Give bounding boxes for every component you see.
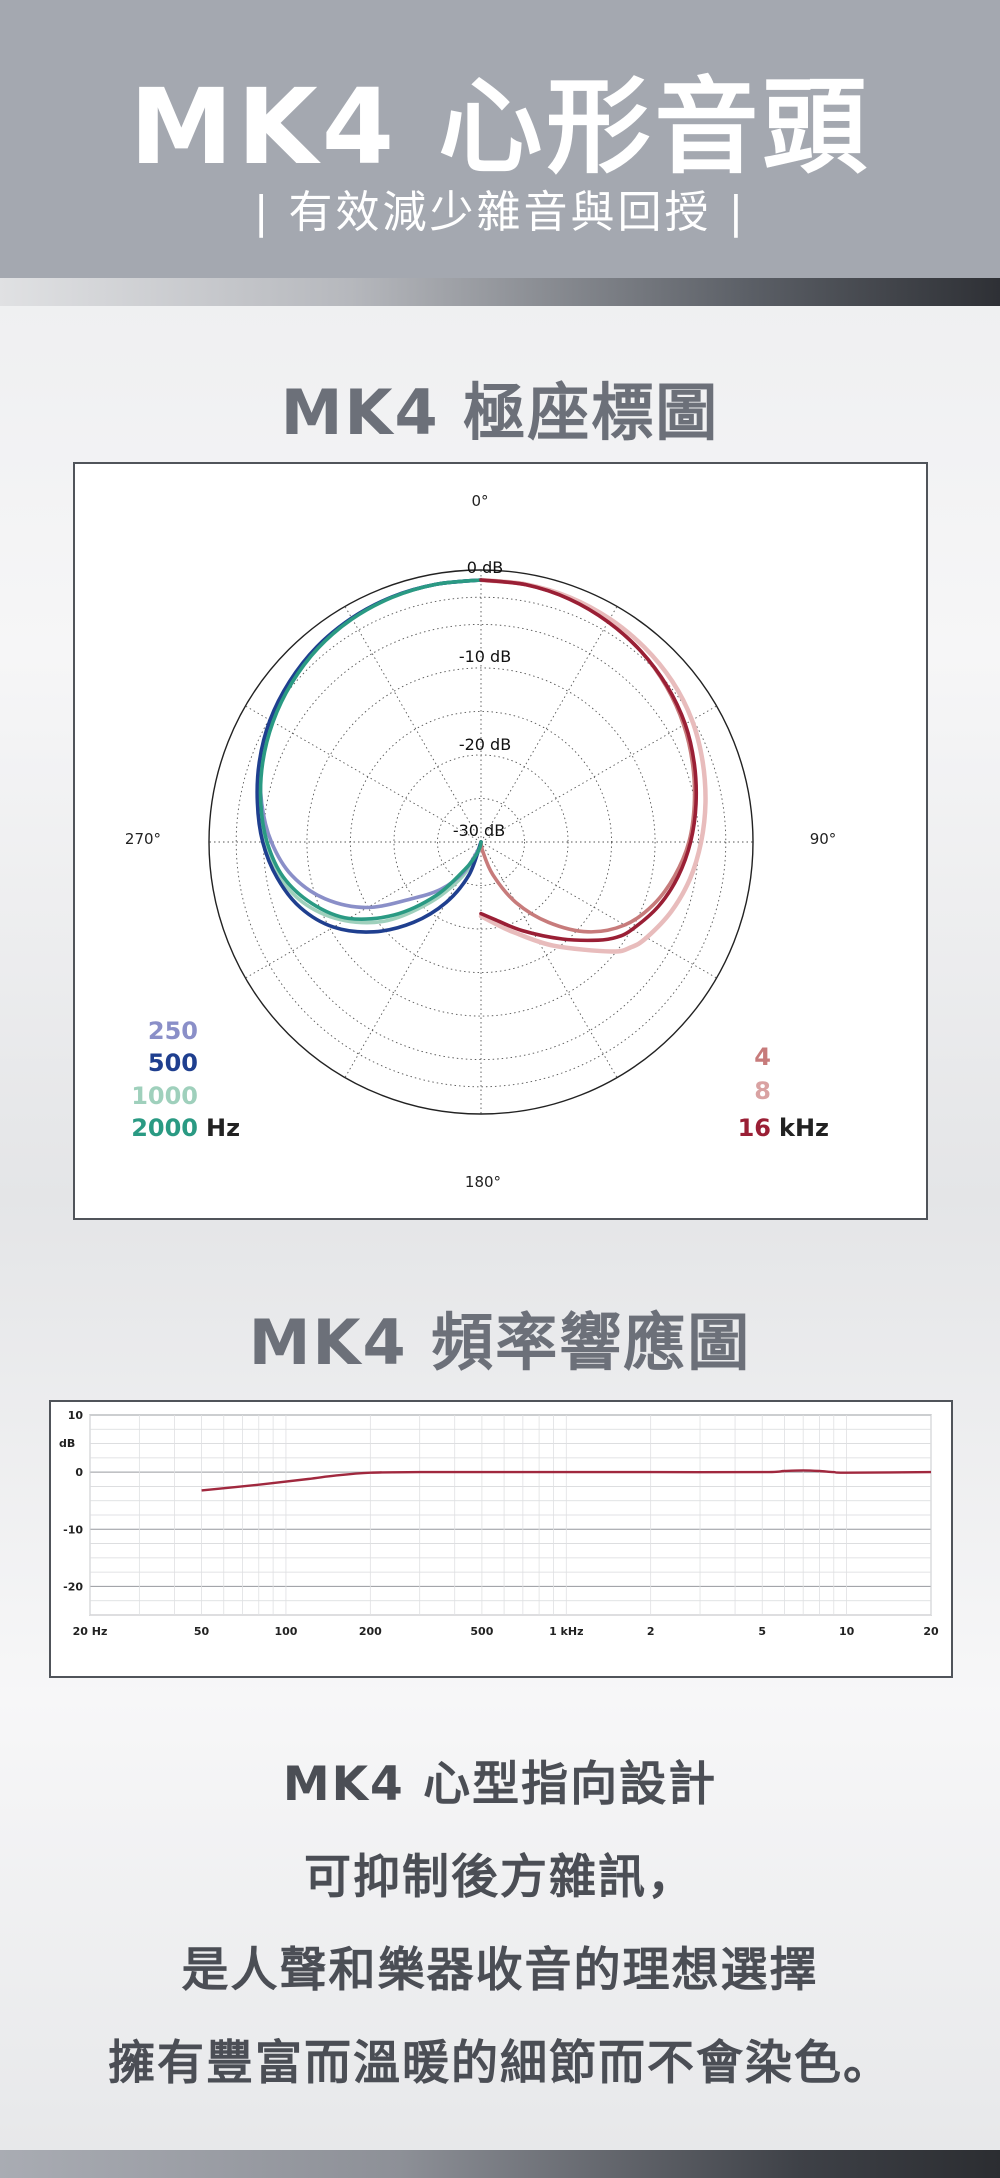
legend-2000: 2000 [131, 1114, 198, 1142]
freq-ylabel: dB [59, 1437, 75, 1450]
polar-series-1000 [257, 578, 483, 925]
freq-xtick-label: 10 [839, 1625, 855, 1638]
freq-xtick-label: 20 [923, 1625, 939, 1638]
polar-spoke [480, 841, 618, 1078]
angle-label-0: 0° [471, 492, 488, 510]
legend-hz-unit: Hz [206, 1114, 240, 1142]
radial-label-minus10db: -10 dB [459, 647, 511, 666]
freq-section-title: MK4 頻率響應圖 [248, 1306, 752, 1379]
freq-ytick-label: -10 [63, 1523, 83, 1536]
polar-outer-ring [208, 569, 754, 1115]
freq-xtick-label: 100 [274, 1625, 297, 1638]
freq-xtick-label: 200 [359, 1625, 382, 1638]
polar-ring [393, 754, 569, 930]
polar-section-title: MK4 極座標圖 [280, 376, 720, 449]
legend-khz-unit: kHz [779, 1114, 829, 1142]
legend-250: 250 [148, 1017, 198, 1045]
polar-ring [262, 623, 700, 1061]
polar-grid [208, 569, 754, 1115]
polar-series-group [255, 577, 708, 954]
polar-series-500 [255, 578, 483, 934]
legend-4k: 4 [754, 1043, 771, 1071]
freq-series-group [201, 1469, 932, 1492]
polar-series-2000 [258, 578, 483, 922]
polar-chart-panel: 0° 90° 180° 270° 0 dB -10 dB -20 dB -30 … [73, 462, 928, 1220]
polar-ring [306, 667, 656, 1017]
header-banner: MK4 心形音頭 | 有效減少雜音與回授 | [0, 0, 1000, 278]
caption-line-4: 擁有豐富而溫暖的細節而不會染色。 [108, 2036, 892, 2091]
polar-spoke [245, 841, 482, 979]
header-gradient-band [0, 278, 1000, 306]
angle-label-90: 90° [810, 830, 837, 848]
polar-spoke [480, 705, 717, 843]
caption-line-3: 是人聲和樂器收音的理想選擇 [181, 1943, 819, 1998]
radial-label-minus30db: -30 dB [453, 821, 505, 840]
footer-gradient-band [0, 2150, 1000, 2178]
polar-series-16 [479, 578, 699, 943]
freq-xtick-label: 1 kHz [549, 1625, 583, 1638]
legend-500: 500 [148, 1049, 198, 1077]
legend-8k: 8 [754, 1077, 771, 1105]
polar-spoke [344, 606, 482, 843]
freq-chart-panel: 10 0 -10 -20 20 Hz 50 100 200 500 1 kHz 2 5 10 20 dB [49, 1400, 953, 1678]
freq-ytick-label: 10 [68, 1409, 84, 1422]
freq-grid [89, 1414, 932, 1616]
caption-line-1: MK4 心型指向設計 [282, 1757, 718, 1812]
legend-16k: 16 [738, 1114, 771, 1142]
polar-series-8 [478, 577, 708, 954]
radial-label-0db: 0 dB [467, 558, 503, 577]
freq-xtick-label: 20 Hz [73, 1625, 108, 1638]
legend-1000: 1000 [131, 1082, 198, 1110]
freq-xtick-label: 50 [194, 1625, 210, 1638]
freq-xtick-label: 2 [647, 1625, 655, 1638]
freq-ytick-label: 0 [75, 1466, 83, 1479]
radial-label-minus20db: -20 dB [459, 735, 511, 754]
polar-series-250 [258, 578, 483, 910]
angle-label-180: 180° [465, 1173, 501, 1191]
polar-ring [437, 798, 525, 886]
polar-series-4 [479, 578, 697, 934]
freq-response-line [201, 1469, 932, 1492]
polar-spoke [480, 841, 717, 979]
polar-chart: 0° 90° 180° 270° 0 dB -10 dB -20 dB -30 … [125, 492, 837, 1191]
polar-spoke [245, 705, 482, 843]
page-subtitle: | 有效減少雜音與回授 | [253, 187, 747, 238]
page-title: MK4 心形音頭 [129, 66, 871, 188]
freq-ytick-label: -20 [63, 1580, 83, 1593]
caption-line-2: 可抑制後方雜訊， [304, 1850, 696, 1905]
polar-ring [235, 596, 727, 1088]
freq-xtick-label: 500 [470, 1625, 493, 1638]
angle-label-270: 270° [125, 830, 161, 848]
polar-spoke [480, 606, 618, 843]
freq-xtick-label: 5 [758, 1625, 766, 1638]
